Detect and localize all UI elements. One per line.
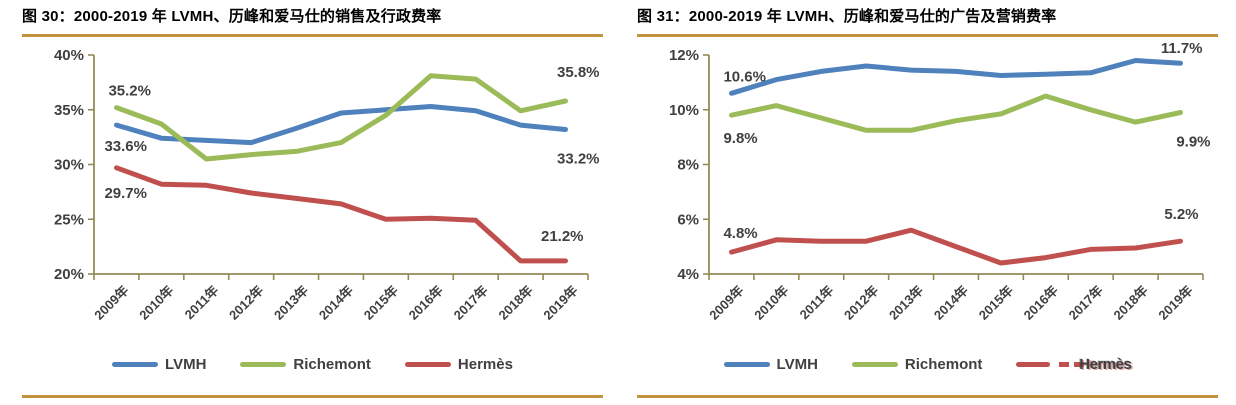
x-axis-label: 2014年 bbox=[931, 282, 971, 322]
legend-line-swatch bbox=[1016, 362, 1051, 368]
data-label: 35.2% bbox=[108, 82, 151, 99]
data-label: 9.9% bbox=[1176, 133, 1210, 150]
figure-31-chart-svg: 12%10%8%6%4%2009年 2010年 2011年 2012年 2013年 201… bbox=[669, 40, 1211, 323]
legend-item-hermès: Hermès bbox=[1016, 356, 1132, 374]
y-axis-label: 35% bbox=[54, 102, 84, 119]
figure-31-title-underline bbox=[637, 33, 1218, 37]
y-axis-label: 40% bbox=[54, 47, 84, 64]
legend-line-swatch bbox=[112, 362, 159, 368]
legend-label: Richemont bbox=[293, 356, 371, 374]
data-label: 33.6% bbox=[104, 138, 147, 155]
x-axis-label: 2011年 bbox=[797, 282, 837, 322]
legend-item-richemont: Richemont bbox=[851, 356, 983, 374]
data-label: 5.2% bbox=[1164, 206, 1198, 223]
figure-30-title-underline bbox=[22, 33, 603, 37]
x-axis-label: 2010年 bbox=[751, 282, 791, 322]
legend-item-hermès: Hermès bbox=[404, 356, 513, 374]
x-axis-label: 2017年 bbox=[1066, 282, 1106, 322]
x-axis-label: 2012年 bbox=[841, 282, 881, 322]
figure-30-chart-area: 40% 35% 30% 25% 20% 2009年 2010年 2011年 2012年 2013年… bbox=[22, 39, 603, 343]
x-axis-label: 2012年 bbox=[226, 282, 266, 322]
figure-30-chart-svg: 40% 35% 30% 25% 20% 2009年 2010年 2011年 2012年 2013年… bbox=[54, 47, 600, 323]
data-label: 9.8% bbox=[723, 130, 757, 147]
data-label: 35.8% bbox=[557, 64, 600, 81]
y-axis-label: 4% bbox=[677, 266, 699, 283]
figure-31-legend: LVMH Richemont Hermès bbox=[637, 351, 1218, 379]
series-line-hermès bbox=[729, 227, 1183, 266]
y-axis-label: 8% bbox=[677, 156, 699, 173]
x-axis-label: 2018年 bbox=[496, 282, 536, 322]
x-axis-label: 2016年 bbox=[406, 282, 446, 322]
x-axis-label: 2017年 bbox=[451, 282, 491, 322]
figure-31-title: 图 31：2000-2019 年 LVMH、历峰和爱马仕的广告及营销费率 bbox=[637, 8, 1057, 25]
legend-item-lvmh: LVMH bbox=[723, 356, 818, 374]
legend-label: Richemont bbox=[904, 356, 983, 374]
series-line-lvmh bbox=[729, 57, 1183, 96]
x-axis-label: 2019年 bbox=[1155, 282, 1195, 322]
legend-item-lvmh: LVMH bbox=[112, 356, 206, 373]
x-axis-label: 2014年 bbox=[316, 282, 356, 322]
x-axis-label: 2013年 bbox=[271, 282, 311, 322]
legend-label: LVMH bbox=[165, 356, 207, 374]
y-axis-label: 20% bbox=[54, 266, 84, 283]
figure-30-bottom-rule bbox=[22, 395, 603, 398]
figure-30-legend: LVMH Richemont Hermès bbox=[22, 351, 603, 379]
x-axis-label: 2019年 bbox=[540, 282, 580, 322]
series-line-richemont bbox=[114, 73, 568, 162]
legend-item-richemont: Richemont bbox=[240, 356, 371, 373]
data-label: 11.7% bbox=[1161, 40, 1203, 57]
series-line-hermès bbox=[114, 165, 568, 264]
y-axis-label: 12% bbox=[669, 47, 699, 64]
x-axis-label: 2009年 bbox=[706, 282, 746, 322]
legend-dash-artifact bbox=[1059, 362, 1086, 368]
legend-line-swatch bbox=[723, 362, 770, 368]
y-axis-label: 6% bbox=[677, 211, 699, 228]
legend-line-swatch bbox=[404, 362, 451, 368]
x-axis-label: 2015年 bbox=[976, 282, 1016, 322]
data-label: 33.2% bbox=[557, 150, 600, 167]
x-axis-label: 2009年 bbox=[91, 282, 131, 322]
x-axis-label: 2016年 bbox=[1021, 282, 1061, 322]
x-axis-label: 2013年 bbox=[886, 282, 926, 322]
figure-30-panel: 图 30：2000-2019 年 LVMH、历峰和爱马仕的销售及行政费率 40%… bbox=[22, 6, 603, 398]
data-label: 4.8% bbox=[723, 225, 757, 242]
figure-31-panel: 图 31：2000-2019 年 LVMH、历峰和爱马仕的广告及营销费率 12%… bbox=[637, 6, 1218, 398]
y-axis-label: 10% bbox=[669, 102, 699, 119]
legend-label: Hermès bbox=[1079, 356, 1132, 374]
legend-label: Hermès bbox=[457, 356, 513, 374]
x-axis-label: 2015年 bbox=[361, 282, 401, 322]
legend-label: LVMH bbox=[776, 356, 818, 374]
x-axis-label: 2018年 bbox=[1111, 282, 1151, 322]
y-axis-label: 30% bbox=[54, 156, 84, 173]
data-label: 10.6% bbox=[723, 68, 766, 85]
legend-line-swatch bbox=[240, 362, 287, 368]
y-axis-label: 25% bbox=[54, 211, 84, 228]
legend-line-swatch bbox=[851, 362, 898, 368]
figure-31-bottom-rule bbox=[637, 395, 1218, 398]
x-axis-label: 2011年 bbox=[182, 282, 222, 322]
series-line-richemont bbox=[729, 93, 1183, 133]
x-axis-label: 2010年 bbox=[136, 282, 176, 322]
figure-30-title: 图 30：2000-2019 年 LVMH、历峰和爱马仕的销售及行政费率 bbox=[22, 8, 442, 25]
data-label: 21.2% bbox=[541, 228, 584, 245]
figure-31-chart-area: 12% 10% 8% 6% 4% 2009年 2010年 2011年 2012年 2013年 201… bbox=[637, 39, 1218, 343]
series-line-lvmh bbox=[114, 103, 568, 145]
data-label: 29.7% bbox=[104, 185, 147, 202]
